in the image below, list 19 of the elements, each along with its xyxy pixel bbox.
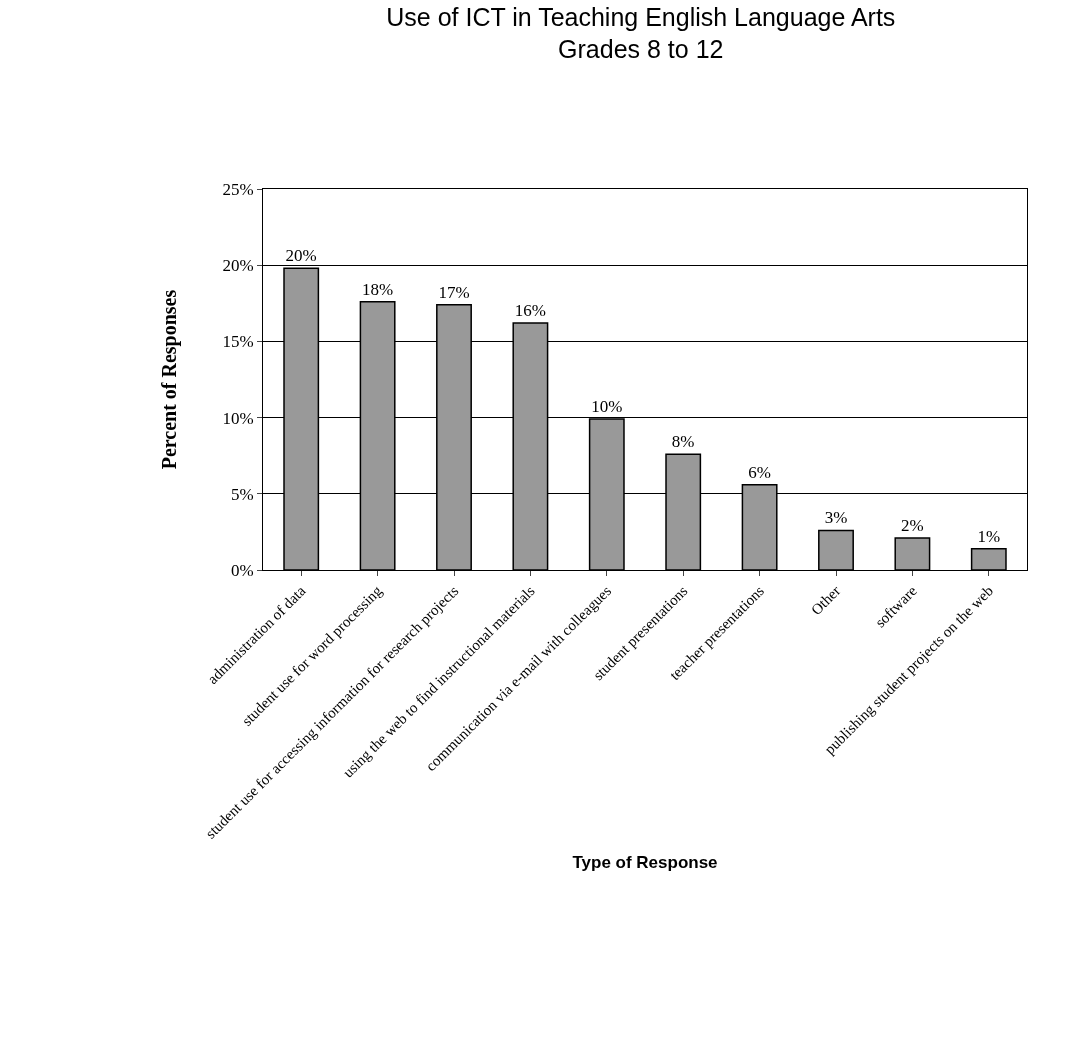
y-tick-label: 25% — [222, 179, 254, 199]
data-label: 1% — [977, 526, 1001, 546]
y-tick-label: 10% — [222, 408, 254, 428]
data-label: 16% — [514, 301, 546, 321]
data-label: 17% — [438, 282, 470, 302]
data-label: 10% — [591, 397, 623, 417]
data-label: 3% — [824, 508, 848, 528]
data-label: 8% — [671, 432, 695, 452]
data-label: 18% — [362, 279, 394, 299]
y-axis-title: Percent of Responses — [157, 289, 181, 470]
data-label: 6% — [748, 462, 771, 482]
x-axis-title: Type of Response — [572, 853, 718, 873]
y-tick-label: 0% — [230, 560, 254, 580]
y-tick-label: 20% — [222, 256, 254, 276]
chart-title: Use of ICT in Teaching English Language Arts Grades 8 to 12 — [386, 2, 896, 64]
y-tick-label: 15% — [222, 332, 254, 352]
data-label: 20% — [285, 246, 317, 266]
y-tick-label: 5% — [230, 484, 254, 504]
data-label: 2% — [901, 516, 924, 535]
